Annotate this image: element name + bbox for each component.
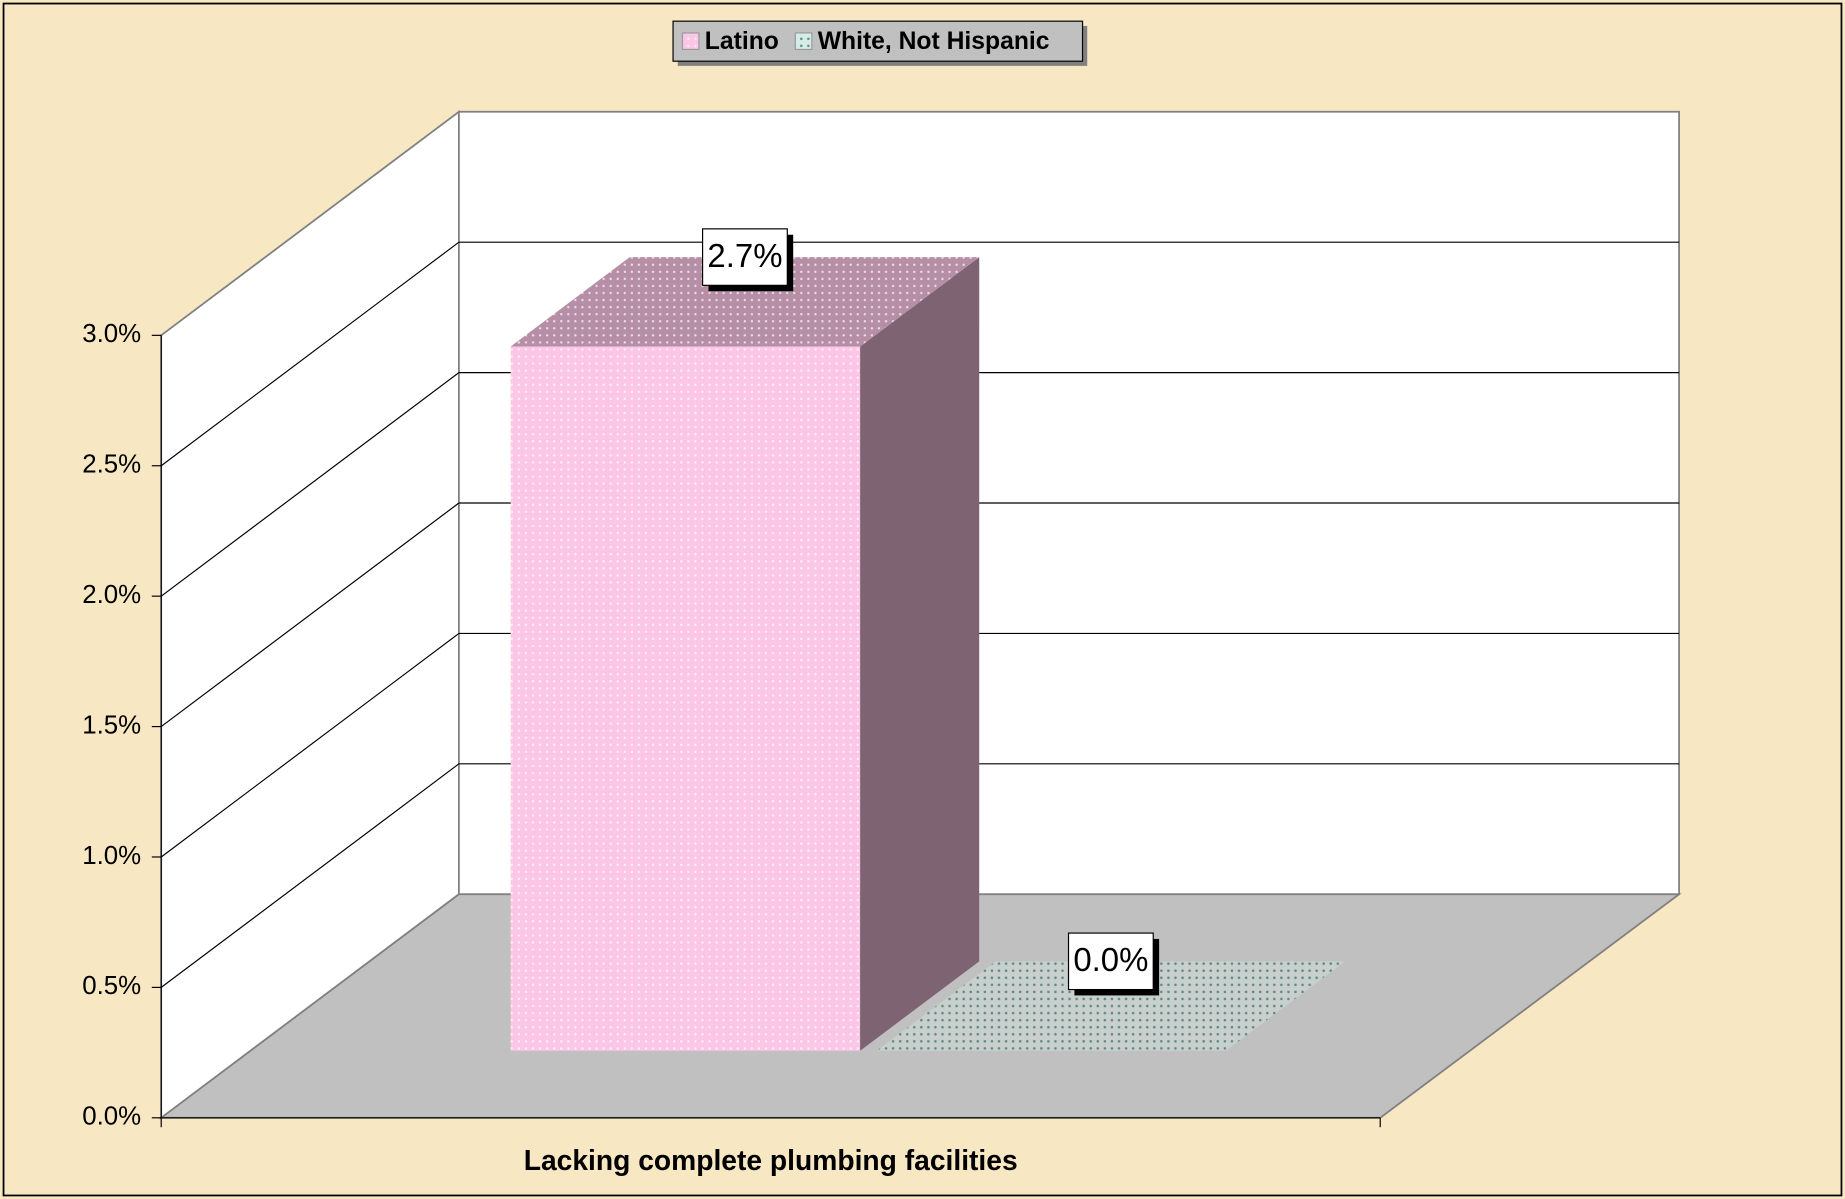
data-label: 0.0% xyxy=(1073,941,1148,978)
data-label-box xyxy=(1067,932,1154,991)
legend-box xyxy=(672,20,1084,62)
grid-line xyxy=(160,372,460,597)
y-tick-label: 2.5% xyxy=(82,451,141,479)
bar-side-shade xyxy=(860,257,980,1051)
legend-label: White, Not Hispanic xyxy=(818,28,1050,55)
y-tick-label: 0.0% xyxy=(82,1103,141,1131)
legend-swatch-texture xyxy=(682,32,699,50)
legend-swatch-texture xyxy=(795,32,812,50)
category-label: Lacking complete plumbing facilities xyxy=(524,1144,1018,1176)
y-tick-label: 1.0% xyxy=(82,842,141,870)
grid-line xyxy=(160,502,460,728)
legend-label: Latino xyxy=(705,28,779,55)
data-label: 2.7% xyxy=(707,237,782,274)
grid-line xyxy=(160,241,460,467)
bar-top-texture xyxy=(510,257,980,347)
grid-line xyxy=(160,763,460,988)
bar-top-texture xyxy=(876,961,1346,1051)
data-label-box xyxy=(701,228,788,286)
grid-line xyxy=(160,632,460,858)
y-tick-label: 0.5% xyxy=(82,972,141,1000)
legend: Latino White, Not Hispanic xyxy=(672,20,1088,66)
y-tick-label: 2.0% xyxy=(82,581,141,609)
y-tick-label: 3.0% xyxy=(82,320,141,348)
bar-front-texture xyxy=(510,346,861,1051)
y-tick-label: 1.5% xyxy=(82,711,141,739)
